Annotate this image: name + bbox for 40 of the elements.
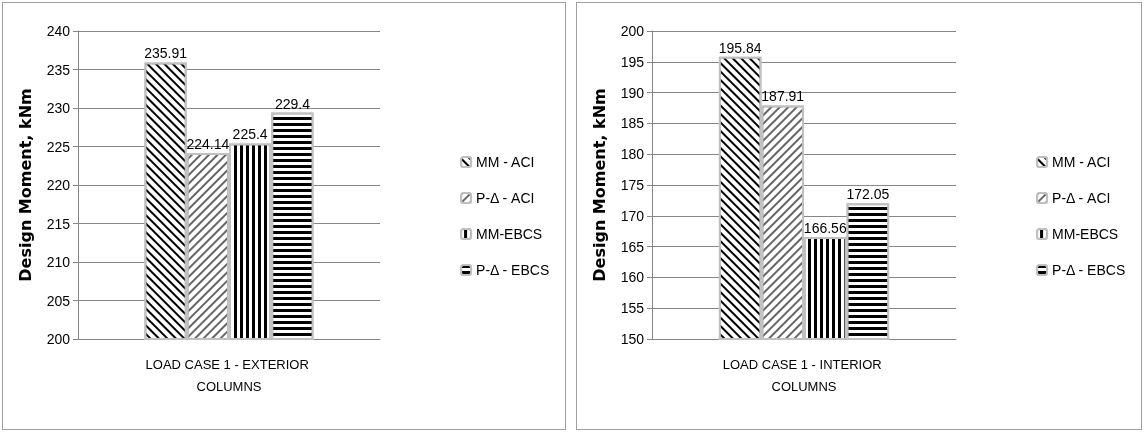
- y-tick-label: 235: [46, 61, 71, 78]
- y-axis-title: Design Moment, kNm: [589, 88, 609, 282]
- y-tick-label: 180: [620, 146, 645, 163]
- y-tick-label: 205: [46, 292, 71, 309]
- y-tick-label: 150: [620, 331, 645, 347]
- y-tick-label: 215: [46, 215, 71, 232]
- y-tick-label: 175: [620, 177, 645, 193]
- y-tick-label: 190: [620, 84, 645, 101]
- legend-label: MM - ACI: [1052, 154, 1111, 170]
- y-tick-label: 230: [46, 100, 71, 116]
- data-label: 225.4: [232, 126, 268, 143]
- y-tick-label: 170: [620, 207, 645, 224]
- y-tick-label: 210: [46, 254, 71, 270]
- y-tick-label: 165: [620, 238, 645, 255]
- legend-label: P-Δ - EBCS: [1052, 262, 1126, 278]
- legend-label: MM-EBCS: [1052, 226, 1119, 242]
- y-tick-label: 155: [620, 300, 645, 317]
- data-label: 224.14: [186, 136, 230, 153]
- y-tick-label: 240: [46, 23, 71, 39]
- y-tick-label: 185: [620, 115, 645, 132]
- data-label: 187.91: [761, 88, 805, 105]
- y-tick-label: 195: [620, 53, 645, 70]
- legend-label: P-Δ - EBCS: [476, 262, 550, 278]
- x-tick-label: LOAD CASE 1 - INTERIOR COLUMNS: [722, 356, 886, 394]
- data-label: 166.56: [803, 219, 847, 236]
- y-tick-label: 200: [46, 331, 71, 347]
- legend-label: MM - ACI: [476, 154, 535, 170]
- legend-label: P-Δ - ACI: [476, 190, 535, 206]
- y-tick-label: 160: [620, 269, 645, 286]
- data-label: 235.91: [144, 45, 188, 62]
- legend-label: P-Δ - ACI: [1052, 190, 1111, 206]
- legend-label: MM-EBCS: [476, 226, 543, 242]
- y-tick-label: 200: [620, 23, 645, 39]
- y-tick-label: 220: [46, 177, 71, 193]
- data-label: 229.4: [274, 95, 311, 112]
- data-label: 172.05: [846, 186, 890, 203]
- y-axis-title: Design Moment, kNm: [15, 88, 35, 282]
- x-tick-label: LOAD CASE 1 - EXTERIOR COLUMNS: [145, 356, 313, 394]
- y-tick-label: 225: [46, 138, 71, 155]
- data-label: 195.84: [718, 39, 762, 56]
